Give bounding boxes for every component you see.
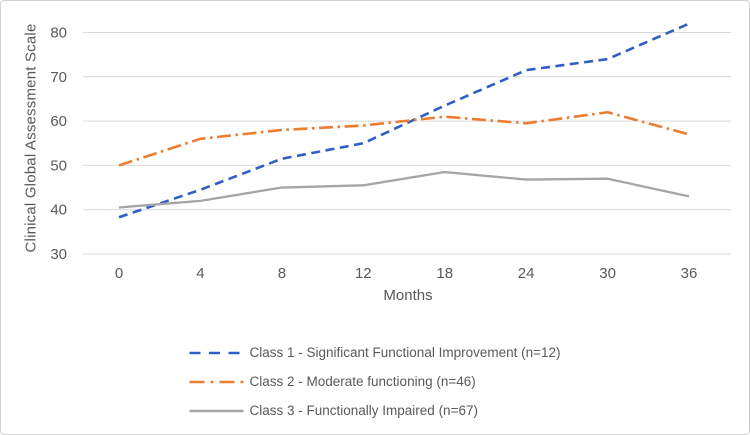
x-tick-label: 18 bbox=[436, 265, 453, 282]
legend-item-class-3: Class 3 - Functionally Impaired (n=67) bbox=[189, 402, 560, 419]
legend-label: Class 2 - Moderate functioning (n=46) bbox=[249, 374, 476, 389]
x-tick-label: 8 bbox=[278, 265, 286, 282]
legend: Class 1 - Significant Functional Improve… bbox=[189, 344, 561, 419]
legend-label: Class 1 - Significant Functional Improve… bbox=[249, 345, 561, 360]
x-tick-label: 0 bbox=[115, 265, 123, 282]
y-tick-label: 70 bbox=[50, 69, 67, 86]
legend-key-solid-line-icon bbox=[189, 409, 244, 412]
y-tick-label: 40 bbox=[50, 202, 67, 219]
legend-item-class-1: Class 1 - Significant Functional Improve… bbox=[189, 344, 561, 361]
y-tick-label: 50 bbox=[50, 157, 67, 174]
x-axis-title: Months bbox=[383, 287, 433, 304]
legend-label: Class 3 - Functionally Impaired (n=67) bbox=[249, 403, 478, 418]
series-line-class-2 bbox=[118, 110, 690, 167]
plot-area: 30 40 50 60 70 80 0 4 8 12 18 24 30 36 bbox=[50, 22, 731, 282]
series-line-class-3 bbox=[118, 170, 690, 209]
x-tick-label: 4 bbox=[196, 265, 204, 282]
y-tick-label: 30 bbox=[50, 246, 67, 263]
legend-item-class-2: Class 2 - Moderate functioning (n=46) bbox=[189, 373, 560, 390]
y-tick-label: 60 bbox=[50, 113, 67, 130]
x-tick-label: 24 bbox=[518, 265, 535, 282]
legend-key-dashed-line-icon bbox=[189, 351, 244, 354]
legend-key-dash-dot-line-icon bbox=[189, 380, 244, 383]
x-tick-label: 12 bbox=[355, 265, 372, 282]
x-tick-label: 36 bbox=[681, 265, 698, 282]
y-tick-label: 80 bbox=[50, 25, 67, 42]
x-tick-label: 30 bbox=[599, 265, 616, 282]
